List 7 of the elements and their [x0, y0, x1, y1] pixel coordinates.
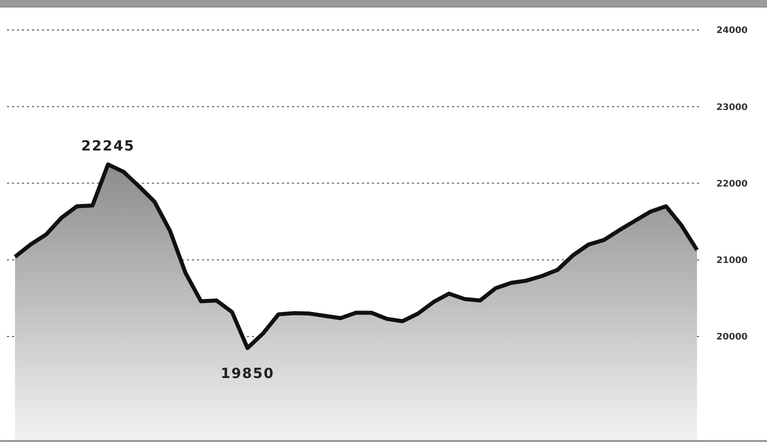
y-tick-label: 24000 — [716, 26, 748, 36]
y-tick-label: 23000 — [716, 102, 748, 113]
y-tick-label: 22000 — [716, 179, 748, 190]
y-tick-label: 21000 — [716, 256, 748, 266]
y-tick-label: 20000 — [716, 332, 748, 343]
annotation: 22245 — [81, 138, 135, 154]
annotation: 19850 — [220, 366, 274, 382]
